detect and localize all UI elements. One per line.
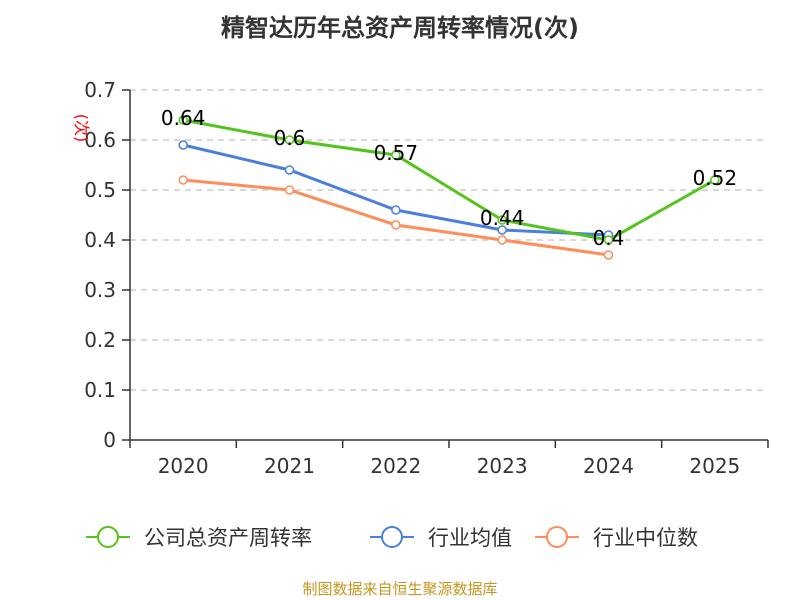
legend-marker-0 bbox=[97, 526, 119, 548]
data-point-0 bbox=[178, 115, 188, 125]
data-point-1 bbox=[284, 165, 295, 175]
data-point-1 bbox=[497, 225, 507, 235]
source-note: 制图数据来自恒生聚源数据库 bbox=[302, 580, 498, 598]
y-tick-label: 0.2 bbox=[84, 328, 116, 352]
data-point-0 bbox=[603, 235, 614, 245]
legend-label-1: 行业均值 bbox=[428, 526, 512, 550]
data-point-2 bbox=[178, 175, 188, 185]
series-line-2 bbox=[183, 178, 609, 257]
data-point-2 bbox=[391, 220, 401, 230]
series-line-0 bbox=[182, 118, 716, 242]
legend-marker-2 bbox=[546, 526, 568, 548]
x-tick-label: 2020 bbox=[158, 454, 209, 478]
y-tick-label: 0.7 bbox=[84, 78, 116, 102]
x-tick-label: 2021 bbox=[264, 454, 315, 478]
data-label: 0.6 bbox=[274, 126, 306, 150]
data-point-2 bbox=[284, 185, 295, 195]
data-point-1 bbox=[178, 140, 188, 150]
data-point-0 bbox=[497, 215, 507, 225]
data-point-2 bbox=[497, 235, 507, 245]
legend-marker-1 bbox=[381, 526, 403, 548]
data-point-0 bbox=[391, 150, 401, 160]
data-point-0 bbox=[710, 175, 720, 185]
data-point-1 bbox=[391, 205, 401, 215]
data-label: 0.57 bbox=[374, 141, 419, 165]
data-label: 0.44 bbox=[480, 206, 525, 230]
legend-label-2: 行业中位数 bbox=[593, 526, 698, 550]
y-tick-label: 0.3 bbox=[84, 278, 116, 302]
x-tick-label: 2023 bbox=[477, 454, 528, 478]
x-tick-label: 2025 bbox=[689, 454, 740, 478]
x-tick-label: 2022 bbox=[370, 454, 421, 478]
y-tick-label: 0.1 bbox=[84, 378, 116, 402]
data-point-2 bbox=[603, 250, 614, 260]
x-tick-label: 2024 bbox=[583, 454, 634, 478]
data-label: 0.52 bbox=[693, 166, 738, 190]
data-point-0 bbox=[284, 135, 295, 145]
y-tick-label: 0 bbox=[103, 428, 116, 452]
legend-label-0: 公司总资产周转率 bbox=[144, 526, 312, 550]
y-tick-label: 0.4 bbox=[84, 228, 116, 252]
y-tick-label: 0.6 bbox=[84, 128, 116, 152]
y-tick-label: 0.5 bbox=[84, 178, 116, 202]
y-axis-label: (次) bbox=[72, 114, 91, 143]
data-label: 0.64 bbox=[161, 106, 206, 130]
chart-title: 精智达历年总资产周转率情况(次) bbox=[221, 14, 579, 42]
data-label: 0.4 bbox=[593, 226, 625, 250]
